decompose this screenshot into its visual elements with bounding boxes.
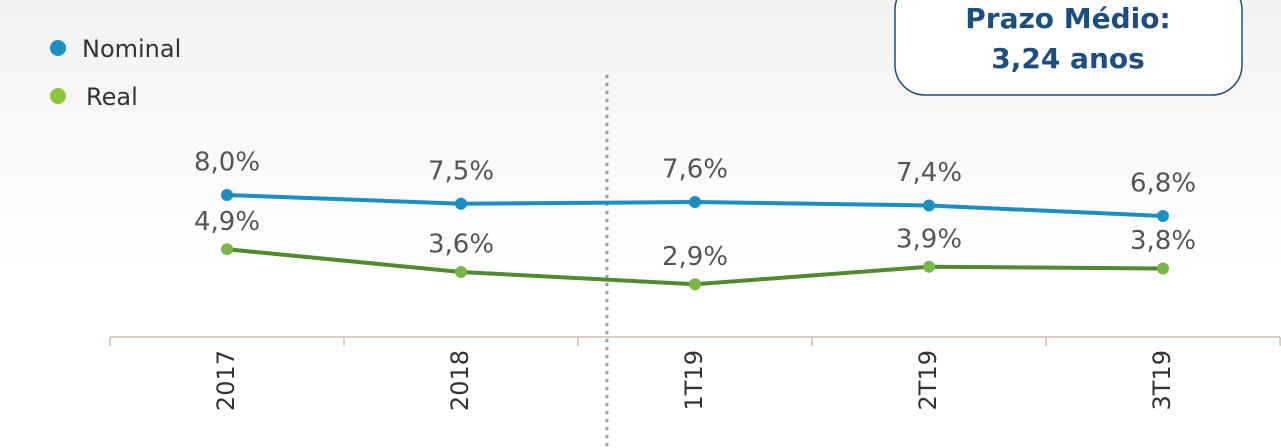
- point: [689, 196, 701, 208]
- data-label: 7,4%: [896, 158, 962, 188]
- point: [689, 278, 701, 291]
- x-tick-label: 2018: [446, 350, 474, 411]
- point: [923, 260, 935, 273]
- point: [221, 189, 233, 201]
- x-tick-label: 2017: [212, 350, 240, 411]
- data-label: 3,6%: [428, 230, 494, 260]
- legend-marker: [50, 40, 66, 56]
- annotation-box: [894, 0, 1243, 96]
- legend-label: Real: [86, 83, 138, 111]
- data-label: 6,8%: [1130, 169, 1196, 199]
- data-label: 7,6%: [662, 155, 728, 185]
- x-tick-label: 2T19: [914, 350, 942, 410]
- point: [221, 243, 233, 256]
- data-label: 3,9%: [896, 224, 962, 254]
- x-tick-label: 1T19: [680, 350, 708, 410]
- point: [455, 197, 467, 210]
- data-label: 4,9%: [194, 207, 260, 237]
- data-label: 2,9%: [662, 242, 728, 272]
- annotation: Prazo Médio:: [965, 2, 1170, 35]
- data-label: 8,0%: [194, 148, 260, 178]
- legend-marker: [50, 88, 66, 104]
- point: [1157, 262, 1169, 275]
- annotation: 3,24 anos: [991, 42, 1145, 75]
- point: [923, 199, 935, 212]
- point: [1157, 210, 1169, 222]
- x-tick-label: 3T19: [1148, 350, 1176, 410]
- point: [455, 266, 467, 278]
- data-label: 3,8%: [1130, 226, 1196, 256]
- legend-label: Nominal: [82, 35, 181, 63]
- data-label: 7,5%: [428, 156, 494, 186]
